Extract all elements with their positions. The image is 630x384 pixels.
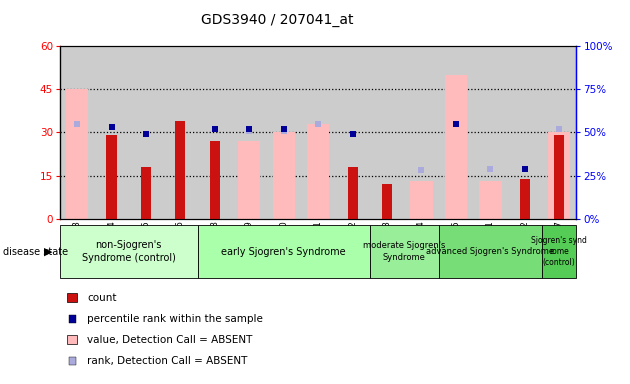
Text: rank, Detection Call = ABSENT: rank, Detection Call = ABSENT [87, 356, 248, 366]
Text: advanced Sjogren's Syndrome: advanced Sjogren's Syndrome [427, 247, 554, 256]
Bar [348, 167, 358, 219]
Bar [175, 121, 185, 219]
Text: non-Sjogren's
Syndrome (control): non-Sjogren's Syndrome (control) [82, 240, 176, 263]
Bar [66, 89, 88, 219]
Bar [445, 75, 467, 219]
Text: count: count [87, 293, 117, 303]
Bar [370, 225, 438, 278]
Bar [238, 141, 260, 219]
Text: disease state: disease state [3, 247, 68, 257]
Bar [198, 225, 370, 278]
Text: percentile rank within the sample: percentile rank within the sample [87, 314, 263, 324]
Bar [106, 136, 117, 219]
Bar [438, 225, 542, 278]
Bar [382, 184, 392, 219]
Bar [273, 132, 295, 219]
Bar [548, 132, 570, 219]
Bar [141, 167, 151, 219]
Text: value, Detection Call = ABSENT: value, Detection Call = ABSENT [87, 335, 252, 345]
Bar [520, 179, 530, 219]
Bar [410, 182, 433, 219]
Text: moderate Sjogren's
Syndrome: moderate Sjogren's Syndrome [363, 242, 445, 262]
Text: ▶: ▶ [44, 247, 52, 257]
Bar [479, 182, 501, 219]
Bar [307, 124, 329, 219]
Text: Sjogren's synd
rome
(control): Sjogren's synd rome (control) [531, 236, 587, 267]
Bar [60, 225, 198, 278]
Bar [542, 225, 576, 278]
Bar [554, 136, 564, 219]
Text: GDS3940 / 207041_at: GDS3940 / 207041_at [201, 13, 353, 27]
Bar [210, 141, 220, 219]
Text: early Sjogren's Syndrome: early Sjogren's Syndrome [221, 247, 346, 257]
